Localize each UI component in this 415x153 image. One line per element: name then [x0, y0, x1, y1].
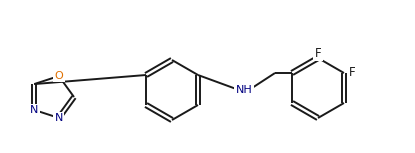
Text: F: F	[315, 47, 321, 60]
Text: N: N	[30, 105, 39, 115]
Text: F: F	[349, 67, 355, 80]
Text: NH: NH	[236, 85, 252, 95]
Text: O: O	[54, 71, 63, 81]
Text: N: N	[55, 113, 63, 123]
